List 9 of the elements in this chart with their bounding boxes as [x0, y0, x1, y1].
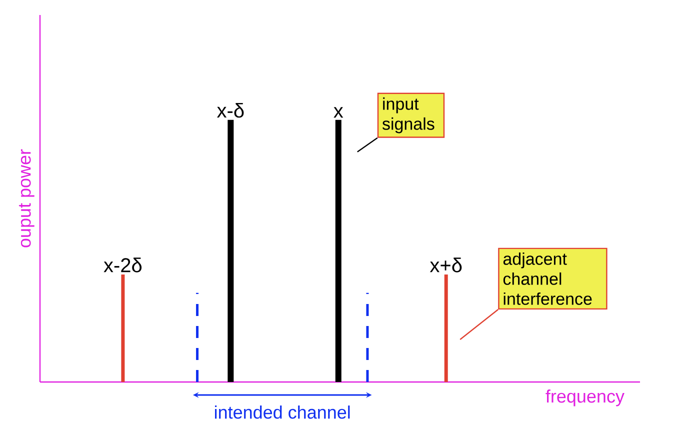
x-tick-label: x+δ	[430, 258, 462, 272]
x-axis-title: frequency	[546, 390, 624, 406]
x-tick-label: x	[334, 107, 344, 118]
text: intended channel	[215, 406, 350, 419]
y-axis-title: ouput power	[18, 149, 34, 248]
x-tick-label: x-2δ	[104, 258, 142, 272]
annotation: input signals	[382, 97, 434, 134]
text: adjacent channel interference	[503, 252, 592, 305]
x-tick-label: x-δ	[216, 102, 244, 118]
